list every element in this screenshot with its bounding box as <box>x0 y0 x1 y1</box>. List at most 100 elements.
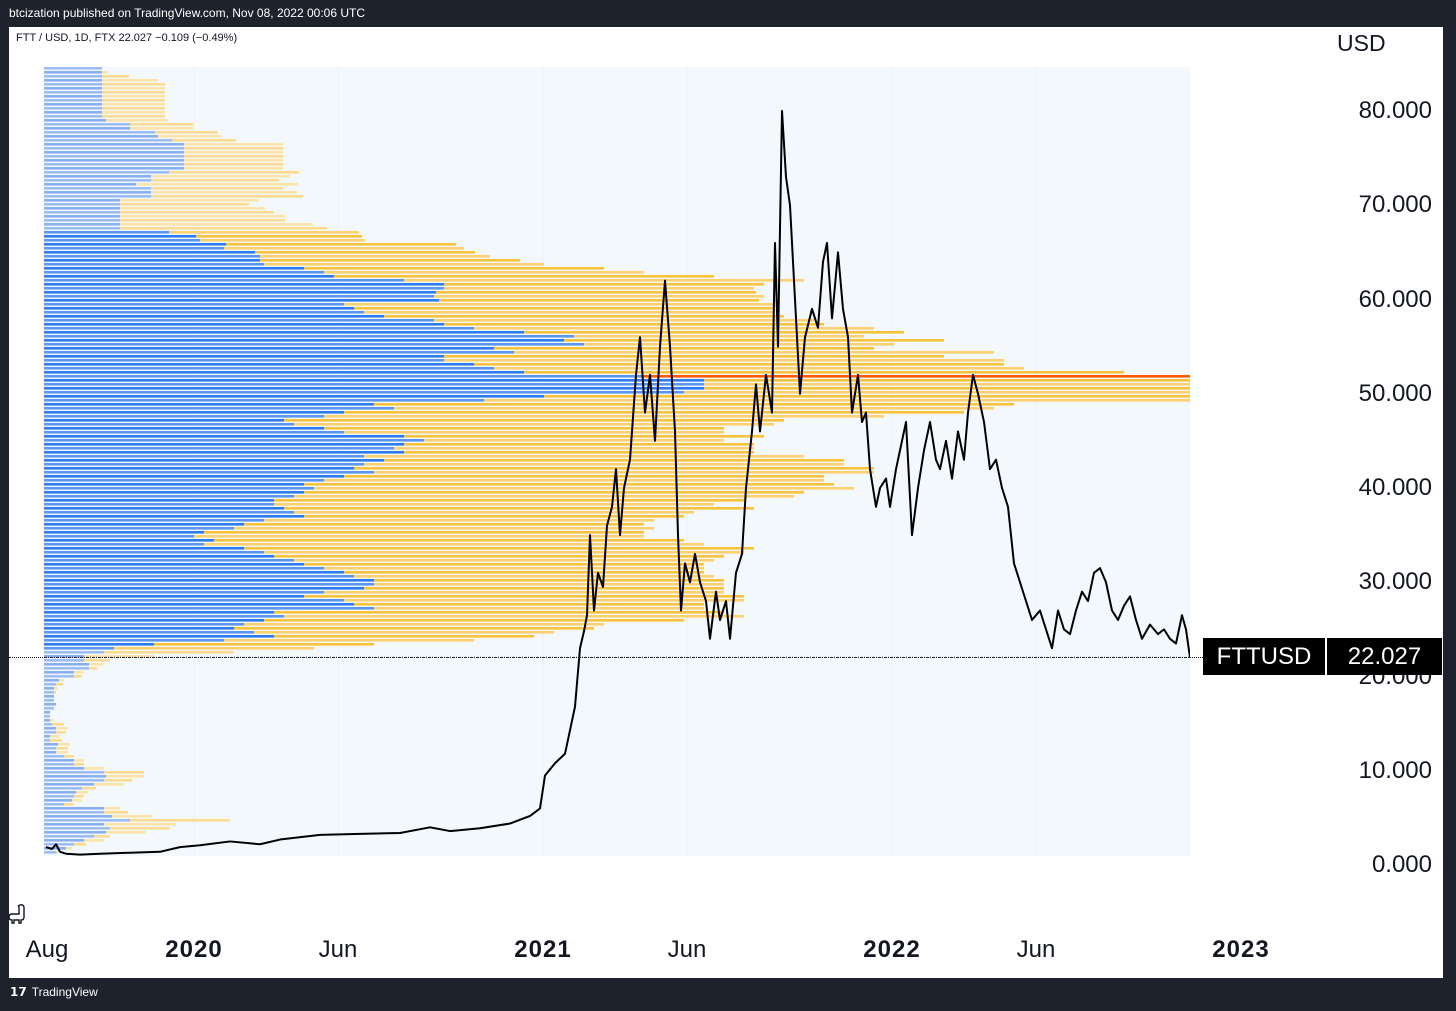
volume-row-up <box>120 219 285 222</box>
volume-row-down <box>44 763 74 766</box>
volume-row-down <box>44 111 102 114</box>
volume-row-up <box>234 627 594 630</box>
x-tick-label: Jun <box>667 936 707 963</box>
volume-row-up <box>102 79 158 82</box>
volume-row-down <box>44 559 294 562</box>
volume-row-up <box>344 475 824 478</box>
plot-area[interactable] <box>44 67 1190 856</box>
volume-row-up <box>304 491 804 494</box>
volume-row-up <box>136 183 298 186</box>
volume-row-up <box>434 295 764 298</box>
volume-row-up <box>74 843 86 846</box>
volume-row-up <box>194 535 644 538</box>
volume-row-down <box>44 747 56 750</box>
volume-row-down <box>44 807 104 810</box>
footer: 𝟭𝟳 TradingView <box>10 985 98 999</box>
volume-row-down <box>44 311 364 314</box>
volume-row-down <box>44 187 151 190</box>
volume-row-up <box>294 511 694 514</box>
volume-row-up <box>494 367 1024 370</box>
volume-row-up <box>102 87 165 90</box>
volume-row-down <box>44 335 574 338</box>
volume-row-down <box>44 719 50 722</box>
volume-row-down <box>44 227 120 230</box>
volume-row-down <box>44 723 52 726</box>
volume-row-up <box>424 439 724 442</box>
volume-row-up <box>158 135 221 138</box>
volume-row-up <box>474 327 874 330</box>
volume-row-up <box>274 503 714 506</box>
volume-row-down <box>44 619 264 622</box>
volume-row-down <box>44 795 74 798</box>
volume-row-up <box>64 803 74 806</box>
volume-row-up <box>304 563 704 566</box>
volume-row-up <box>544 395 1190 398</box>
volume-row-up <box>274 611 724 614</box>
volume-row-down <box>44 495 294 498</box>
volume-row-down <box>44 539 214 542</box>
volume-row-down <box>44 271 324 274</box>
volume-row-down <box>44 375 644 378</box>
volume-row-down <box>44 135 158 138</box>
volume-row-up <box>334 275 714 278</box>
volume-row-down <box>44 591 324 594</box>
volume-row-up <box>184 151 283 154</box>
volume-row-down <box>44 815 112 818</box>
x-tick-label: 2023 <box>1212 936 1270 963</box>
y-tick-label: 10.000 <box>1358 756 1432 784</box>
dinosaur-icon[interactable] <box>8 903 28 925</box>
volume-row-up <box>364 311 774 314</box>
volume-row-down <box>44 395 544 398</box>
volume-row-up <box>84 659 110 662</box>
volume-row-down <box>44 611 274 614</box>
volume-row-down <box>44 467 354 470</box>
volume-row-up <box>224 247 464 250</box>
volume-row-up <box>274 499 744 502</box>
volume-row-up <box>404 279 804 282</box>
volume-row-down <box>44 643 154 646</box>
volume-row-up <box>284 615 744 618</box>
volume-row-down <box>44 447 394 450</box>
volume-row-down <box>44 399 484 402</box>
volume-row-up <box>354 467 874 470</box>
volume-row-down <box>44 679 59 682</box>
volume-row-up <box>264 551 744 554</box>
volume-row-down <box>44 463 364 466</box>
volume-row-down <box>44 307 354 310</box>
volume-row-down <box>44 535 194 538</box>
volume-row-up <box>214 539 684 542</box>
symbol-legend: FTT / USD, 1D, FTX 22.027 −0.109 (−0.49%… <box>16 32 238 44</box>
volume-row-up <box>260 259 520 262</box>
volume-row-up <box>344 599 744 602</box>
volume-row-up <box>444 287 754 290</box>
volume-row-down <box>44 355 444 358</box>
volume-row-down <box>44 387 704 390</box>
price-chart-svg <box>44 67 1190 856</box>
volume-row-up <box>104 771 144 774</box>
volume-row-down <box>44 175 151 178</box>
volume-row-up <box>439 299 759 302</box>
volume-row-down <box>44 671 74 674</box>
volume-row-down <box>44 803 64 806</box>
volume-row-down <box>44 235 196 238</box>
volume-row-down <box>44 155 184 158</box>
volume-row-up <box>394 407 994 410</box>
volume-row-down <box>44 487 314 490</box>
volume-row-up <box>304 267 604 270</box>
volume-row-down <box>44 511 294 514</box>
volume-row-up <box>274 555 724 558</box>
volume-row-up <box>56 727 68 730</box>
volume-row-up <box>354 575 714 578</box>
volume-row-up <box>354 603 704 606</box>
volume-row-up <box>444 323 824 326</box>
volume-row-up <box>184 143 283 146</box>
published-header: btcization published on TradingView.com,… <box>9 6 365 20</box>
volume-row-up <box>120 223 313 226</box>
volume-row-down <box>44 83 102 86</box>
volume-row-down <box>44 127 130 130</box>
volume-row-up <box>169 171 299 174</box>
volume-row-down <box>44 599 344 602</box>
price-line <box>45 110 1190 856</box>
volume-row-down <box>44 491 304 494</box>
volume-row-down <box>44 403 374 406</box>
